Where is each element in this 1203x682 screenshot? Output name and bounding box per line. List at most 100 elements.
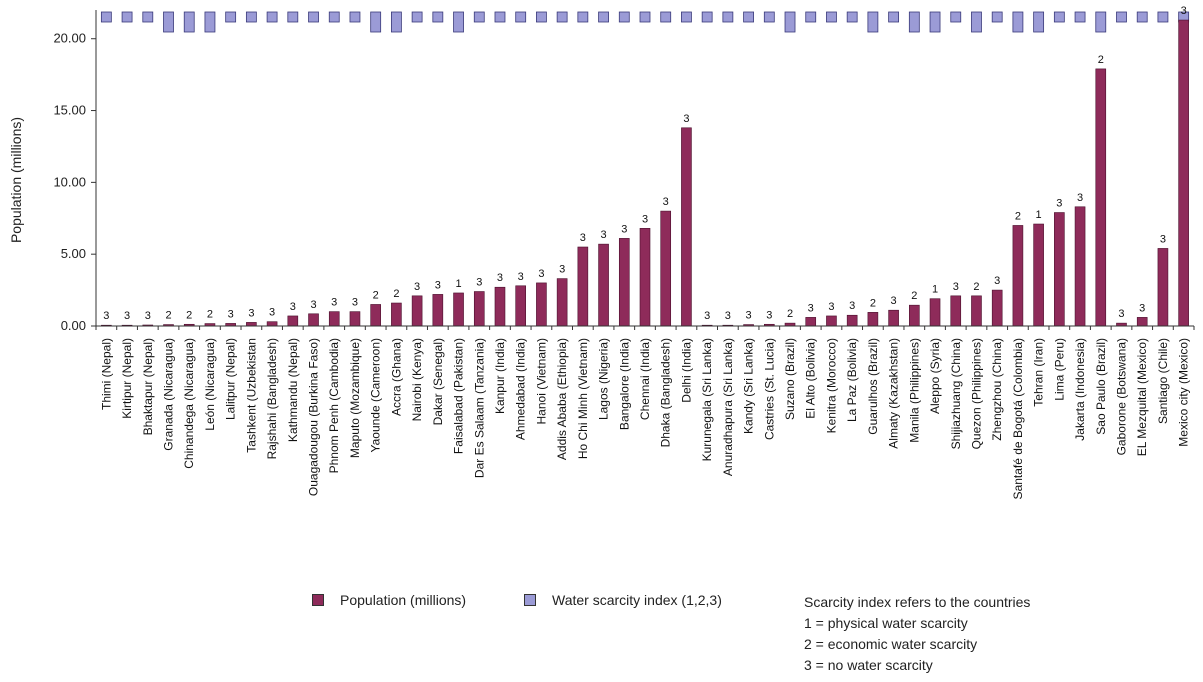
scarcity-bar (515, 11, 527, 23)
data-label: 3 (124, 310, 130, 322)
scarcity-bar (204, 11, 216, 33)
legend-item-scarcity: Water scarcity index (1,2,3) (524, 592, 722, 608)
category-label: Tashkent (Uzbekistan (244, 338, 258, 453)
population-bar (805, 317, 817, 327)
legend-label-scarcity: Water scarcity index (1,2,3) (552, 592, 722, 608)
category-label: Kirtipur (Nepal) (120, 338, 134, 419)
category-label: Kenitra (Morocco) (824, 338, 838, 433)
scarcity-bar (1012, 11, 1024, 33)
data-label: 1 (455, 278, 461, 290)
data-label: 3 (269, 307, 275, 319)
legend-label-population: Population (millions) (340, 592, 467, 608)
scarcity-bar (618, 11, 630, 23)
data-label: 1 (932, 284, 938, 296)
category-label: Ho Chi Minh (Vietnam) (576, 338, 590, 459)
scarcity-bar (681, 11, 692, 23)
population-bar (991, 289, 1003, 327)
population-bar (971, 295, 982, 327)
category-label: Tehran (Iran) (1032, 338, 1046, 407)
legend: Population (millions) Water scarcity ind… (312, 592, 1192, 682)
category-label: Addis Ababa (Ethiopia) (555, 338, 569, 460)
scarcity-bar (287, 11, 299, 23)
category-label: Accra (Ghana) (389, 338, 403, 416)
data-label: 3 (310, 299, 316, 311)
category-label: Aleppo (Syria) (928, 338, 942, 414)
data-label: 2 (911, 290, 917, 302)
population-bar (1157, 248, 1169, 327)
population-bar (826, 315, 837, 327)
scarcity-note: Scarcity index refers to the countries 1… (804, 592, 1030, 676)
category-label: Guarulhos (Brazil) (866, 338, 880, 435)
data-label: 3 (828, 301, 834, 313)
y-tick-label: 5.00 (61, 246, 86, 261)
data-label: 3 (331, 297, 337, 309)
scarcity-bar (639, 11, 651, 23)
population-bar (308, 313, 319, 327)
data-label: 3 (891, 295, 897, 307)
scarcity-bar (245, 11, 257, 23)
population-bar (577, 246, 589, 327)
population-bar (515, 285, 526, 327)
population-bar (432, 294, 444, 327)
data-label: 2 (1098, 54, 1104, 66)
scarcity-note-title: Scarcity index refers to the countries (804, 594, 1031, 610)
scarcity-bar (826, 11, 837, 23)
data-label: 3 (1056, 198, 1062, 210)
category-label: Rajshahi (Bangladesh) (265, 338, 279, 459)
scarcity-bar (763, 11, 775, 23)
category-label: Delhi (India) (679, 338, 693, 403)
category-label: Suzano (Brazil) (783, 338, 797, 420)
population-bar (929, 298, 941, 327)
y-tick-label: 15.00 (53, 103, 86, 118)
y-axis-label: Population (millions) (8, 117, 24, 243)
scarcity-bar (100, 11, 112, 23)
scarcity-bar (370, 11, 382, 33)
scarcity-bar (908, 11, 920, 33)
category-labels: Thimi (Nepal) Kirtipur (Nepal) Bhaktapur (… (99, 338, 1190, 499)
data-label: 3 (145, 310, 151, 322)
scarcity-bar (390, 11, 402, 33)
category-label: Kurunegala (Sri Lanka) (700, 338, 714, 461)
category-label: Ouagadougou (Burkina Faso) (307, 338, 321, 496)
category-label: Chinandega (Nicaragua) (182, 338, 196, 469)
scarcity-bar (991, 11, 1003, 23)
scarcity-bar (163, 11, 174, 33)
category-label: Lima (Peru) (1052, 338, 1066, 401)
population-bar (473, 291, 485, 327)
category-label: Phnom Penh (Cambodia) (327, 338, 341, 473)
scarcity-bar (660, 11, 672, 23)
category-label: El Alto (Bolivia) (804, 338, 818, 419)
data-label: 2 (186, 309, 192, 321)
population-bar (1012, 225, 1024, 327)
scarcity-bar (1136, 11, 1148, 23)
scarcity-bar (1095, 11, 1107, 33)
population-bar (598, 243, 609, 327)
category-label: Chennai (India) (638, 338, 652, 420)
data-label: 2 (373, 289, 379, 301)
data-label: 3 (663, 196, 669, 208)
category-label: La Paz (Bolivia) (845, 338, 859, 422)
scarcity-bar (1033, 11, 1045, 33)
population-bar (370, 304, 381, 327)
legend-swatch-population (312, 594, 324, 606)
data-label: 3 (228, 308, 234, 320)
scarcity-bar (722, 11, 734, 23)
scarcity-bar (536, 11, 547, 23)
population-bar (888, 309, 899, 327)
population-bar (1178, 19, 1189, 327)
legend-swatch-scarcity (524, 594, 536, 606)
scarcity-bar (225, 11, 237, 23)
scarcity-bar (556, 11, 568, 23)
data-label: 2 (870, 297, 876, 309)
scarcity-bar (349, 11, 361, 23)
y-tick-label: 10.00 (53, 174, 86, 189)
category-label: Lalitpur (Nepal) (224, 338, 238, 420)
scarcity-bar (1157, 11, 1169, 23)
category-label: Dhaka (Bangladesh) (659, 338, 673, 447)
category-label: Almaty (Kazakhstan) (887, 338, 901, 449)
category-label: Quezon (Philippines) (969, 338, 983, 449)
category-label: Ahmedabad (India) (514, 338, 528, 440)
population-bar (639, 228, 651, 327)
data-label: 3 (1118, 308, 1124, 320)
population-bar (246, 322, 257, 327)
